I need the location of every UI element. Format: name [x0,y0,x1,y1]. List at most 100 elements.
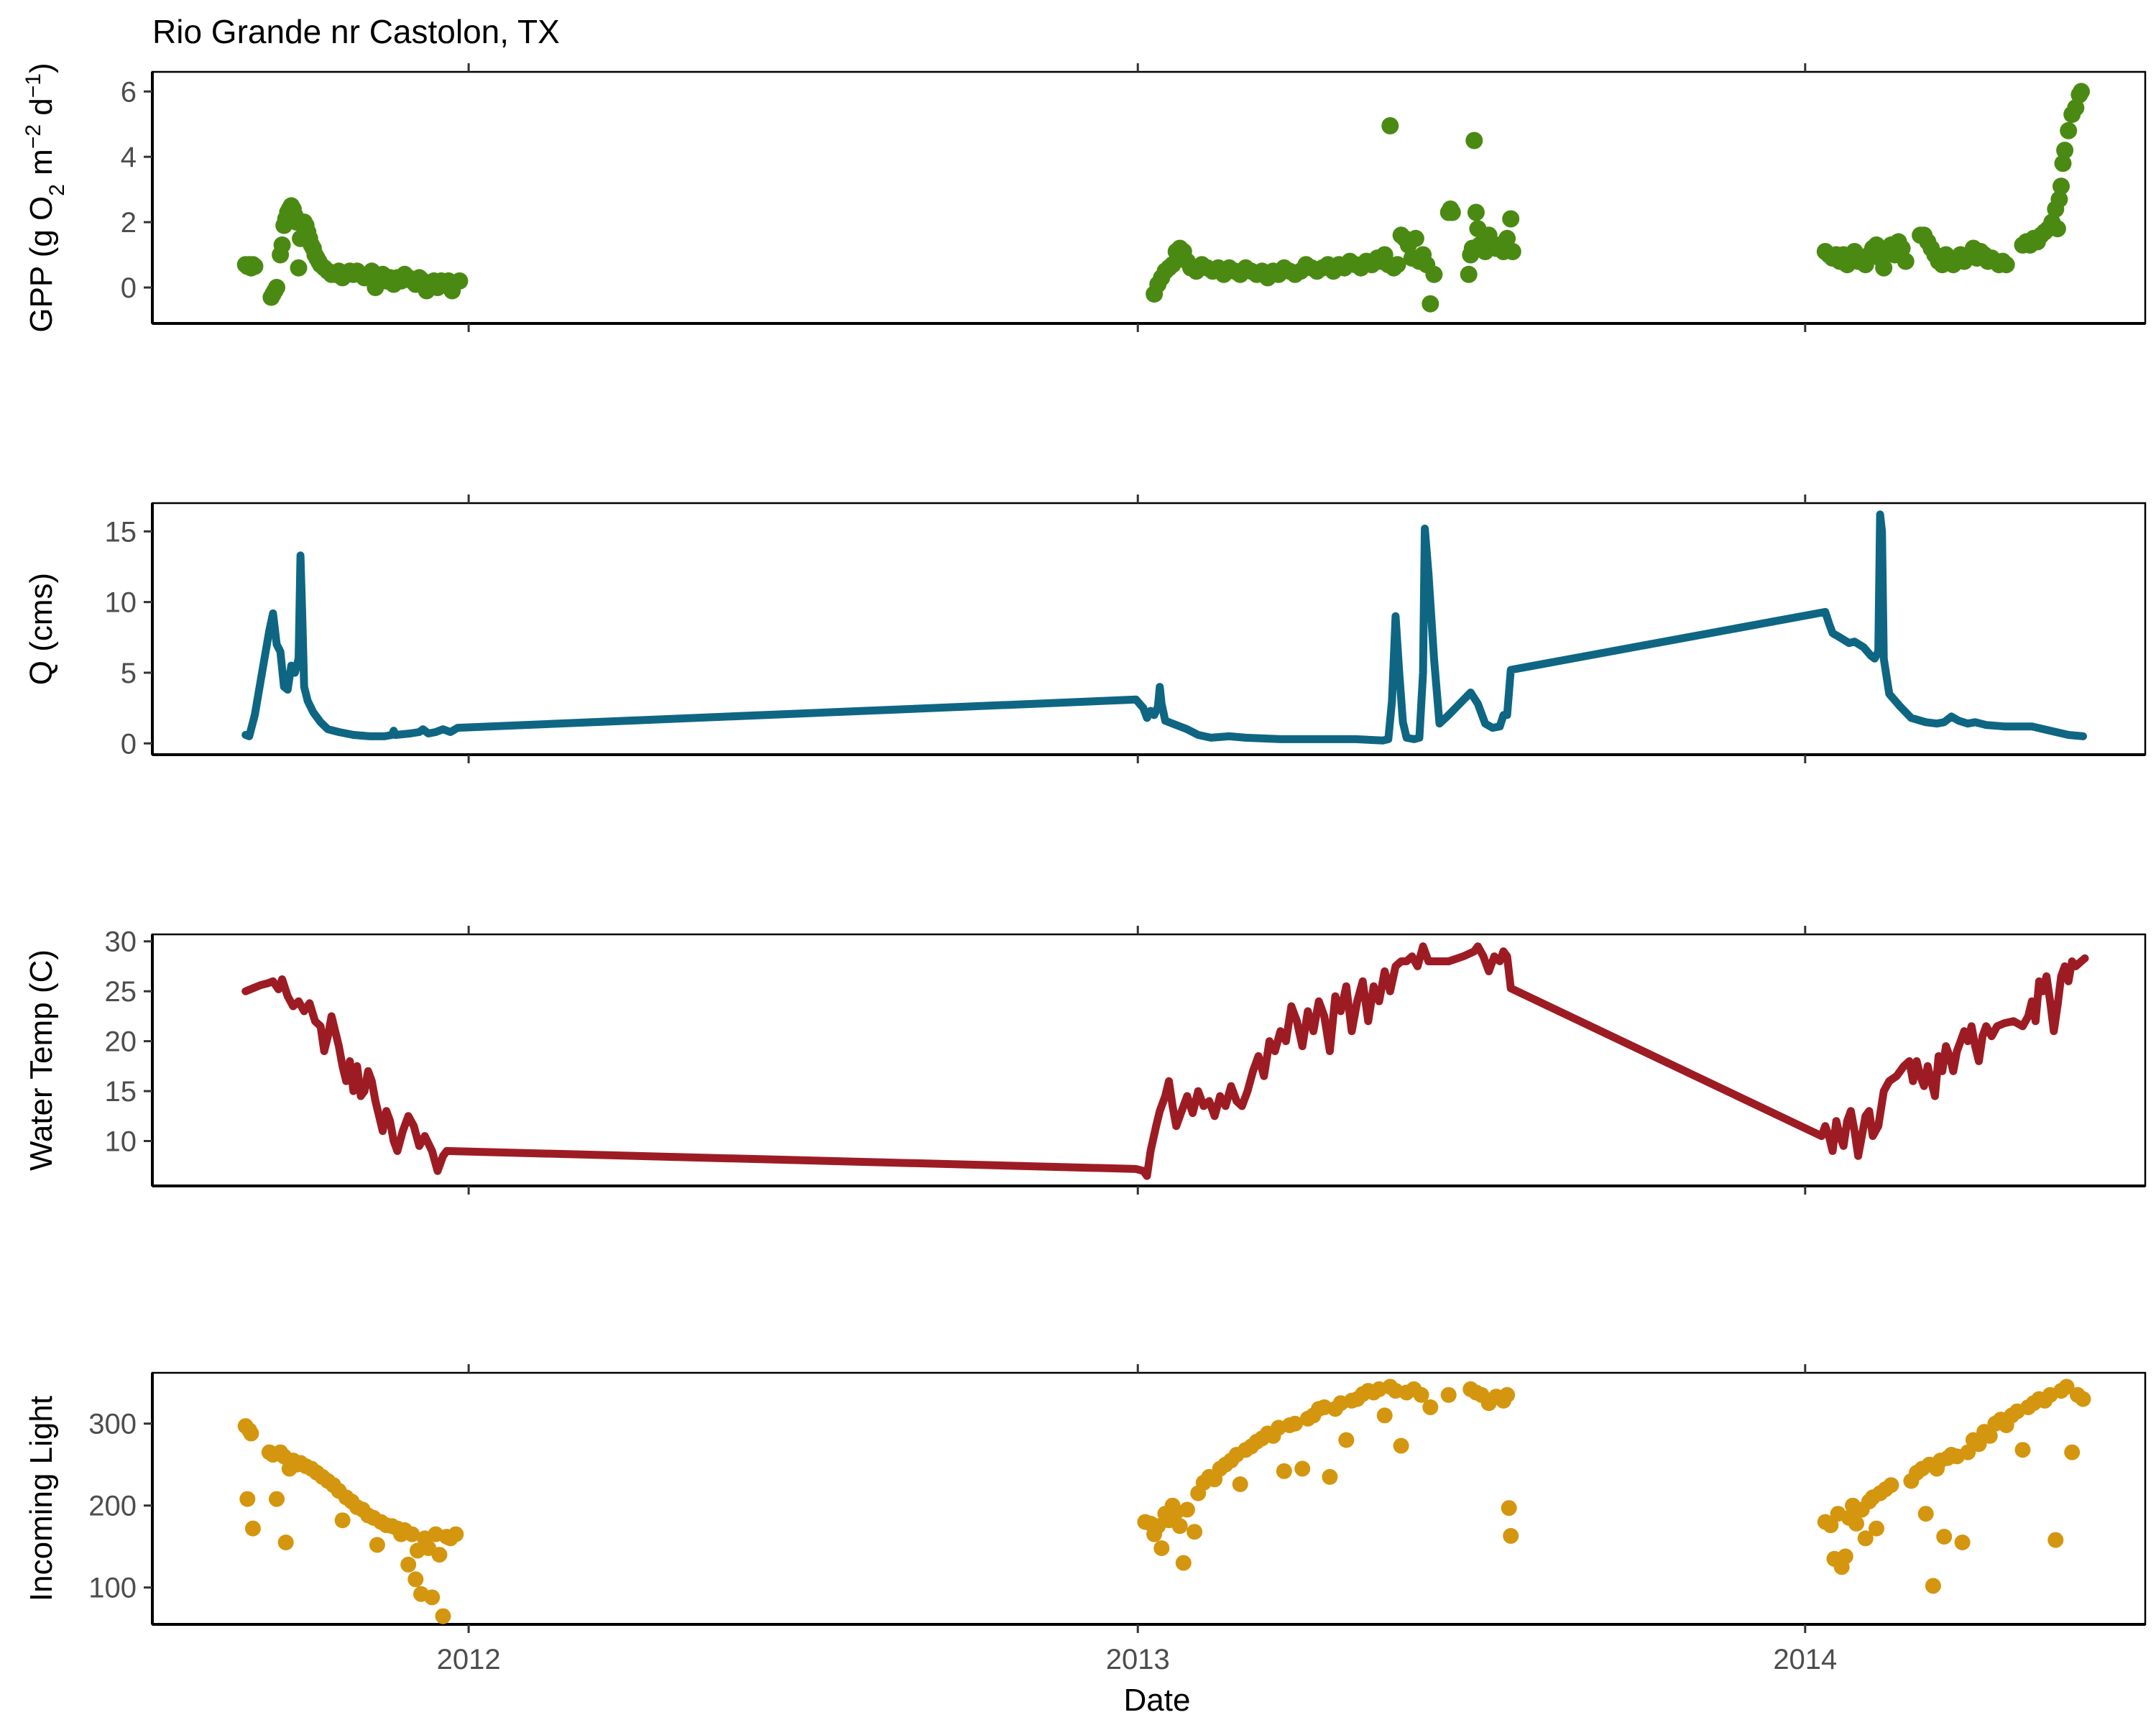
y-tick-label: 200 [88,1491,137,1522]
data-point-gpp [1425,265,1443,283]
data-point-light [239,1491,256,1507]
data-point-gpp [1406,229,1424,247]
series-line-q [241,510,2087,745]
y-tick-label: 300 [88,1409,137,1440]
y-axis-title: GPP (g O2 m−2 d−1) [22,63,69,332]
data-point-light [1175,1555,1192,1571]
data-point-light [1232,1476,1248,1492]
x-tick-label: 2013 [1106,1644,1170,1675]
data-point-gpp [1443,203,1461,221]
data-point-gpp [1164,256,1181,274]
data-point-light [243,1425,259,1442]
data-point-light [1376,1407,1393,1424]
data-point-light [1179,1501,1195,1518]
panel-light: 100 200 300 2012 2013 2014 Incoming Light [24,1364,2147,1675]
data-point-gpp [1875,259,1893,277]
y-tick-label: 4 [121,142,137,173]
data-point-light [1954,1535,1971,1550]
data-point-gpp [1460,265,1478,283]
y-tick-label: 2 [121,207,137,239]
y-tick-label: 10 [105,587,137,619]
data-point-light [1187,1524,1203,1540]
data-point-light [269,1491,285,1507]
data-point-gpp [273,236,291,254]
data-point-light [244,1520,261,1537]
data-point-light [1287,1415,1303,1432]
y-tick-label: 100 [88,1573,137,1604]
data-point-light [1171,1518,1188,1535]
data-point-light [448,1526,464,1542]
data-point-light [1413,1386,1429,1403]
data-point-gpp [1381,117,1399,134]
y-tick-label: 30 [105,926,137,958]
data-point-gpp [290,259,308,277]
data-point-light [400,1556,417,1573]
data-point-light [1503,1527,1519,1544]
data-point-light [1322,1468,1338,1485]
data-point-light [2047,1532,2064,1548]
y-axis-title: Incoming Light [24,1396,59,1601]
data-point-light [1925,1578,1941,1594]
data-point-gpp [1467,203,1485,221]
chart-title: Rio Grande nr Castolon, TX [152,13,560,50]
data-point-light [435,1608,451,1624]
data-point-light [369,1537,385,1553]
y-tick-label: 10 [105,1126,137,1158]
x-tick-label: 2014 [1773,1644,1837,1675]
panel-frame [151,1371,2147,1626]
data-point-gpp [1388,256,1406,274]
panel-q: 0 5 10 15 Q (cms) [24,494,2147,763]
y-tick-label: 15 [105,1076,137,1108]
data-point-light [424,1589,441,1606]
data-point-light [1869,1520,1884,1537]
data-point-light [1440,1386,1457,1403]
y-tick-label: 0 [121,728,137,760]
data-point-gpp [1502,210,1520,228]
y-tick-label: 20 [105,1026,137,1058]
data-point-gpp [1893,239,1911,257]
data-point-gpp [2067,99,2085,116]
data-point-light [1960,1444,1976,1460]
data-point-light [2014,1442,2031,1458]
data-point-light [431,1547,448,1563]
data-point-light [1848,1515,1864,1532]
data-point-gpp [2048,220,2066,238]
data-point-gpp [451,272,469,290]
panel-gpp: 0 2 4 6 GPP (g O2 m−2 d−1) [22,63,2147,333]
data-point-gpp [1997,256,2015,274]
data-point-light [1276,1463,1292,1479]
data-point-gpp [268,279,285,296]
data-point-gpp [2050,190,2068,208]
data-point-gpp [1465,132,1483,150]
data-point-light [404,1526,420,1542]
data-point-light [1883,1477,1899,1494]
data-point-light [407,1571,424,1588]
data-point-light [1981,1427,1998,1444]
data-point-light [1936,1529,1953,1545]
data-point-light [2058,1379,2075,1395]
data-point-light [277,1535,294,1550]
series-line-temp [241,942,2089,1180]
data-point-gpp [246,257,264,275]
data-point-gpp [2054,155,2072,172]
data-point-light [2075,1391,2091,1407]
data-point-gpp [2073,83,2090,101]
data-point-light [1971,1436,1987,1453]
y-tick-label: 25 [105,976,137,1008]
x-axis-title: Date [1124,1683,1191,1718]
data-point-gpp [2060,121,2078,139]
y-tick-label: 6 [121,76,137,108]
y-tick-label: 5 [121,658,137,689]
data-point-light [1294,1460,1311,1477]
data-point-gpp [1498,229,1516,247]
data-point-gpp [1897,252,1915,270]
data-point-light [1857,1530,1874,1547]
data-point-light [1501,1500,1517,1517]
data-point-light [1393,1438,1409,1454]
data-point-gpp [2056,142,2074,160]
data-point-light [1837,1548,1853,1565]
data-point-light [1917,1506,1934,1522]
panel-temp: 10 15 20 25 30 Water Temp (C) [24,926,2147,1195]
data-point-light [2064,1444,2081,1460]
